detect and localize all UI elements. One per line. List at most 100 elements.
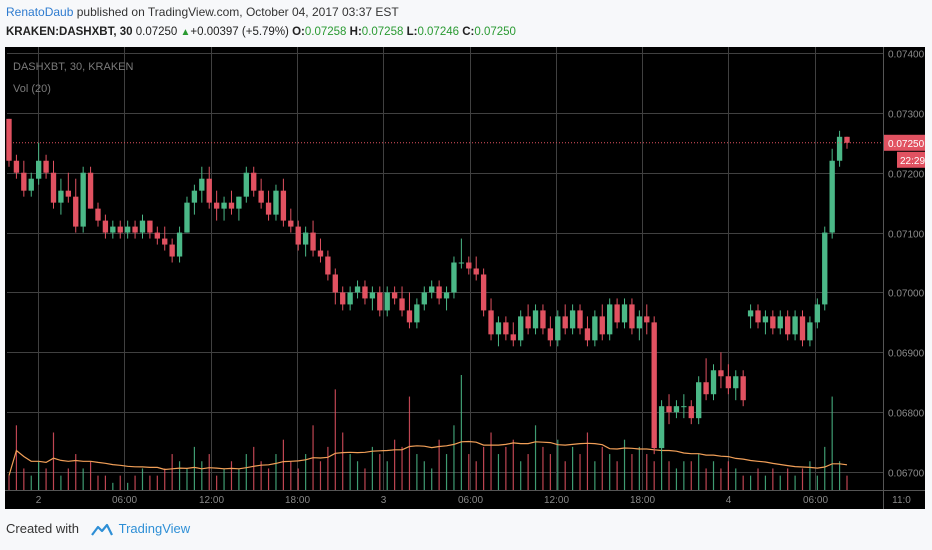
open-value: 0.07258 bbox=[304, 26, 347, 38]
candle-body bbox=[243, 172, 249, 197]
candle-body bbox=[510, 334, 516, 341]
candle-body bbox=[577, 310, 583, 329]
candle-body bbox=[354, 286, 361, 293]
x-tick-label: 18:00 bbox=[630, 495, 655, 506]
low-label: L: bbox=[406, 26, 418, 38]
candle-body bbox=[696, 382, 702, 419]
candle-body bbox=[592, 316, 598, 341]
candle-body bbox=[844, 136, 850, 143]
candle-body bbox=[725, 376, 732, 389]
candle-body bbox=[666, 406, 672, 413]
candle-body bbox=[139, 220, 146, 233]
candle-body bbox=[836, 136, 843, 161]
candle-body bbox=[822, 232, 828, 305]
candle-body bbox=[569, 310, 576, 329]
candle-body bbox=[755, 310, 761, 323]
candle-body bbox=[377, 292, 383, 311]
candle-body bbox=[799, 316, 806, 341]
candle-body bbox=[792, 316, 798, 335]
countdown-label-box bbox=[897, 151, 925, 168]
countdown-label: 22:29 bbox=[900, 156, 925, 167]
up-arrow-icon: ▲ bbox=[180, 27, 191, 38]
candle-body bbox=[213, 202, 220, 209]
time-axis[interactable]: 2 06:00 12:00 18:00 3 06:00 12:00 18:00 4 06:00 11… bbox=[5, 490, 925, 507]
price-candles bbox=[6, 118, 850, 455]
candle-body bbox=[340, 292, 346, 305]
price-change: +0.00397 (+5.79%) bbox=[190, 26, 289, 38]
candle-body bbox=[681, 406, 687, 408]
price-label: 0.07250 bbox=[888, 139, 925, 150]
candle-body bbox=[325, 256, 331, 275]
candle-body bbox=[65, 190, 71, 197]
candle-body bbox=[191, 190, 198, 203]
price-axis[interactable]: 0.07400 0.07300 0.07200 0.07100 0.07000 0.069… bbox=[883, 47, 926, 509]
candle-body bbox=[13, 160, 20, 173]
candle-body bbox=[480, 274, 487, 311]
candle-body bbox=[644, 316, 650, 323]
volume-moving-average bbox=[8, 440, 848, 476]
candle-body bbox=[710, 370, 717, 395]
candle-body bbox=[777, 316, 783, 329]
candle-body bbox=[607, 304, 613, 335]
candlestick-chart[interactable]: 0.07400 0.07300 0.07200 0.07100 0.07000 0.069… bbox=[5, 47, 925, 509]
open-label: O: bbox=[292, 26, 305, 38]
tradingview-link[interactable]: TradingView bbox=[118, 521, 191, 536]
volume-bars bbox=[8, 375, 848, 490]
chart-background bbox=[5, 47, 925, 509]
symbol-label: KRAKEN:DASHXBT, 30 bbox=[6, 26, 133, 38]
publish-info: RenatoDaub published on TradingView.com,… bbox=[6, 5, 399, 19]
candle-body bbox=[429, 286, 435, 293]
candle-body bbox=[555, 316, 561, 341]
candle-body bbox=[785, 316, 791, 335]
last-price: 0.07250 bbox=[135, 26, 178, 38]
high-value: 0.07258 bbox=[361, 26, 404, 38]
y-tick-label: 0.07400 bbox=[888, 50, 925, 61]
candle-body bbox=[132, 226, 138, 233]
candle-body bbox=[518, 316, 524, 341]
candle-body bbox=[236, 196, 242, 209]
x-tick-label: 06:00 bbox=[803, 495, 828, 506]
created-with-text: Created with bbox=[6, 521, 79, 536]
price-label-box bbox=[884, 134, 925, 151]
y-tick-label: 0.06900 bbox=[888, 349, 925, 360]
candle-body bbox=[584, 328, 591, 341]
candle-body bbox=[384, 292, 390, 311]
candle-body bbox=[206, 178, 212, 203]
y-tick-label: 0.07200 bbox=[888, 170, 925, 181]
candle-body bbox=[317, 250, 324, 257]
candle-body bbox=[421, 292, 427, 305]
candle-body bbox=[251, 172, 257, 191]
candle-body bbox=[525, 316, 531, 329]
candle-body bbox=[673, 406, 680, 413]
candle-body bbox=[503, 322, 509, 335]
x-tick-label: 06:00 bbox=[112, 495, 137, 506]
author-link[interactable]: RenatoDaub bbox=[6, 5, 74, 19]
candle-body bbox=[58, 190, 64, 203]
y-tick-label: 0.07300 bbox=[888, 110, 925, 121]
candle-body bbox=[747, 310, 754, 317]
x-tick-label: 11:0 bbox=[892, 495, 911, 506]
candle-body bbox=[221, 202, 227, 209]
candle-body bbox=[466, 262, 472, 269]
candle-body bbox=[273, 190, 279, 215]
x-tick-label: 18:00 bbox=[285, 495, 310, 506]
low-value: 0.07246 bbox=[417, 26, 460, 38]
candle-body bbox=[35, 160, 42, 179]
candle-body bbox=[50, 172, 57, 203]
candle-body bbox=[740, 376, 746, 401]
candle-body bbox=[473, 268, 479, 275]
symbol-info-bar: KRAKEN:DASHXBT, 30 0.07250 ▲+0.00397 (+5… bbox=[6, 26, 516, 38]
candle-body bbox=[829, 160, 835, 233]
candle-body bbox=[688, 406, 694, 419]
volume-ma-line bbox=[8, 440, 848, 476]
high-label: H: bbox=[349, 26, 362, 38]
candle-body bbox=[391, 292, 398, 299]
x-tick-label: 12:00 bbox=[544, 495, 569, 506]
candle-body bbox=[258, 190, 264, 203]
candle-body bbox=[532, 310, 539, 329]
candle-body bbox=[295, 226, 301, 245]
candle-body bbox=[347, 292, 353, 305]
candle-body bbox=[814, 304, 821, 323]
candle-body bbox=[332, 274, 338, 293]
candle-body bbox=[651, 322, 657, 449]
